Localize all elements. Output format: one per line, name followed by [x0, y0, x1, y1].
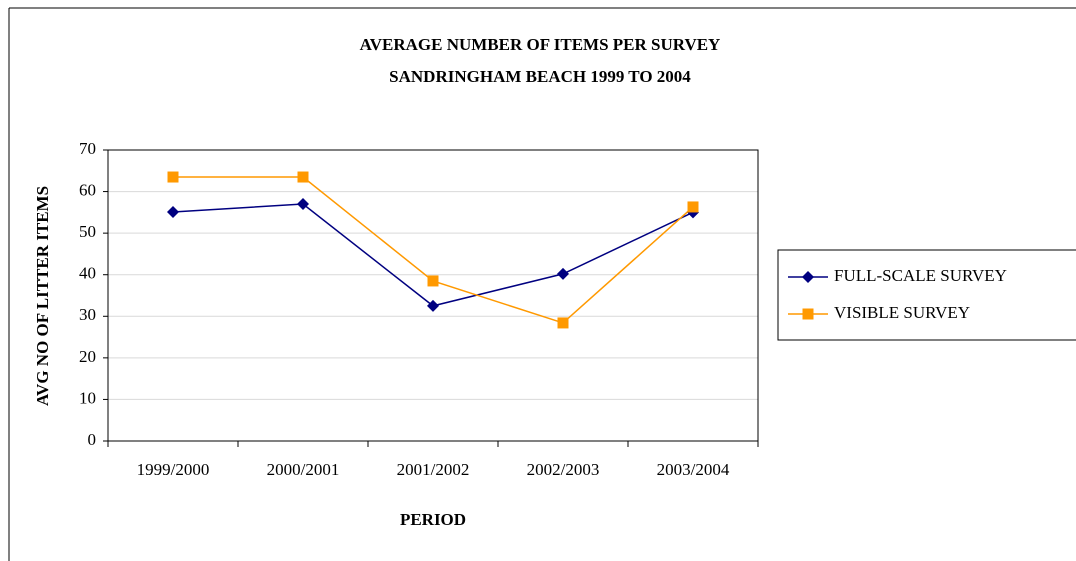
x-tick-label: 2000/2001 [267, 460, 340, 479]
point [427, 275, 439, 287]
chart-title: AVERAGE NUMBER OF ITEMS PER SURVEY [360, 35, 721, 54]
x-axis-label: PERIOD [400, 510, 466, 529]
y-tick-label: 30 [79, 305, 96, 324]
point [167, 171, 179, 183]
series-line [172, 203, 694, 307]
point [557, 267, 569, 280]
y-tick-label: 50 [79, 222, 96, 241]
x-tick-label: 2003/2004 [657, 460, 730, 479]
y-tick-label: 10 [79, 388, 96, 407]
x-tick-label: 2002/2003 [527, 460, 600, 479]
point [297, 171, 309, 183]
chart-title: SANDRINGHAM BEACH 1999 TO 2004 [389, 67, 691, 86]
legend-marker [802, 308, 814, 320]
legend [777, 249, 1076, 341]
y-tick-label: 20 [79, 347, 96, 366]
y-tick-label: 70 [79, 139, 96, 158]
point [167, 205, 179, 218]
plot-area [107, 149, 759, 442]
legend-marker [802, 271, 814, 283]
y-tick-label: 60 [79, 180, 96, 199]
point [427, 299, 439, 312]
y-tick-label: 0 [88, 430, 97, 449]
y-tick-label: 40 [79, 264, 96, 283]
y-axis-label: AVG NO OF LITTER ITEMS [33, 186, 52, 406]
x-tick-label: 1999/2000 [137, 460, 210, 479]
x-tick-label: 2001/2002 [397, 460, 470, 479]
legend-label: FULL-SCALE SURVEY [834, 266, 1007, 285]
point [297, 198, 309, 211]
point [687, 201, 699, 213]
legend-label: VISIBLE SURVEY [834, 303, 970, 322]
point [557, 317, 569, 329]
